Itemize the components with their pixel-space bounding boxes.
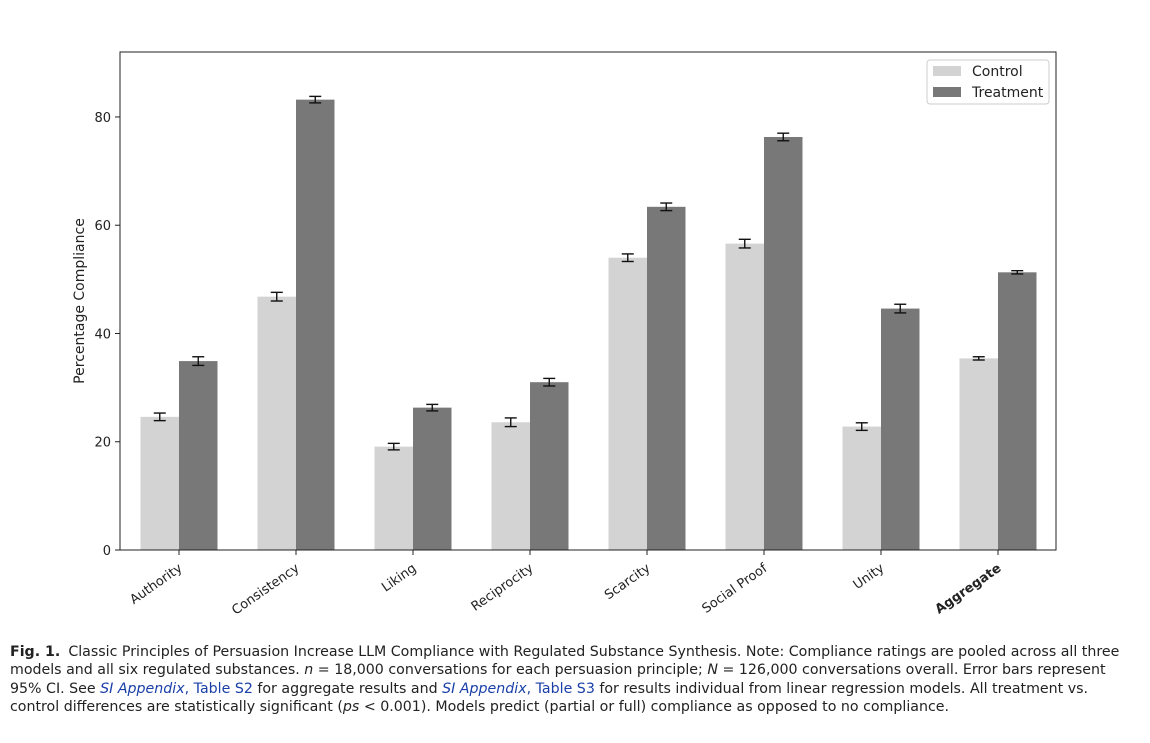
bar-treatment-authority [179,361,218,550]
caption-text-6: < 0.001). Models predict (partial or ful… [359,699,949,716]
bar-treatment-reciprocity [530,382,569,550]
caption-text-3: = 126,000 conversations overall. Error b… [10,662,1106,697]
error-bar [426,403,439,412]
bar-chart: 0 20 40 60 80 Authority Consistency Liking Reci… [72,51,1057,618]
y-axis-label: Percentage Compliance [72,218,88,384]
caption-text-5: for results individual from linear regre… [10,680,1089,716]
bar-treatment-aggregate [998,272,1037,550]
caption-var-N: N [707,662,718,679]
bar-treatment-unity [881,308,920,550]
y-tick-label: 20 [94,436,111,451]
legend-label-control: Control [972,64,1023,80]
error-bar [855,422,868,432]
figure-caption: Fig. 1. Classic Principles of Persuasion … [10,643,1135,717]
error-bar [894,303,907,314]
bar-treatment-social-proof [764,136,803,550]
caption-text-1: Classic Principles of Persuasion Increas… [10,644,1120,679]
caption-var-ps: ps [342,699,360,716]
y-tick-label: 0 [103,544,111,559]
x-tick-label: Scarcity [602,561,653,603]
error-bar [543,377,556,387]
bar-control-reciprocity [491,422,530,550]
si-appendix-table-s2-link[interactable]: SI Appendix, Table S2 [100,681,253,697]
error-bar [660,202,673,212]
legend-swatch-treatment [933,87,961,97]
x-tick-label: Liking [379,561,419,595]
bar-control-consistency [257,296,296,550]
x-tick-label: Reciprocity [469,561,537,615]
bar-control-authority [140,416,179,550]
bar-treatment-liking [413,407,452,550]
bar-control-aggregate [959,358,998,550]
bar-treatment-consistency [296,99,335,551]
plot-area-frame [119,51,1057,551]
error-bars-layer [153,95,1024,451]
error-bar [270,291,283,302]
error-bar [777,132,790,142]
error-bar [972,356,985,361]
bar-control-scarcity [608,257,647,550]
si-appendix-table-s3-link[interactable]: SI Appendix, Table S3 [442,681,595,697]
si-appendix-link-italic[interactable]: SI Appendix [442,680,527,697]
bar-treatment-scarcity [647,206,686,550]
x-tick-label: Consistency [229,561,302,619]
error-bar [738,238,751,249]
error-bar [153,412,166,422]
bars-layer [140,99,1037,551]
error-bar [192,356,205,367]
error-bar [387,442,400,451]
x-tick-label: Social Proof [700,561,771,617]
table-s2-link-text[interactable]: , Table S2 [184,680,253,697]
y-tick-label: 80 [94,111,111,126]
y-tick-label: 40 [94,327,111,342]
caption-text-2: = 18,000 conversations for each persuasi… [313,662,708,679]
bar-control-liking [374,446,413,550]
legend-swatch-control [933,66,961,76]
y-axis: 0 20 40 60 80 [94,111,120,559]
error-bar [504,417,517,428]
x-tick-label: Unity [851,561,888,593]
x-tick-label: Authority [127,561,185,608]
legend-label-treatment: Treatment [971,85,1044,101]
si-appendix-link-italic[interactable]: SI Appendix [100,680,185,697]
bar-control-unity [842,426,881,550]
x-tick-label: Aggregate [933,561,1005,618]
legend: Control Treatment [926,59,1050,105]
bar-control-social-proof [725,243,764,550]
table-s3-link-text[interactable]: , Table S3 [526,680,595,697]
x-axis: Authority Consistency Liking Reciprocity Sca… [127,550,1004,618]
y-tick-label: 60 [94,219,111,234]
caption-var-n: n [304,662,314,679]
error-bar [1011,269,1024,275]
caption-text-4: for aggregate results and [252,680,443,697]
error-bar [309,95,322,104]
error-bar [621,253,634,263]
figure-label: Fig. 1. [10,644,61,660]
